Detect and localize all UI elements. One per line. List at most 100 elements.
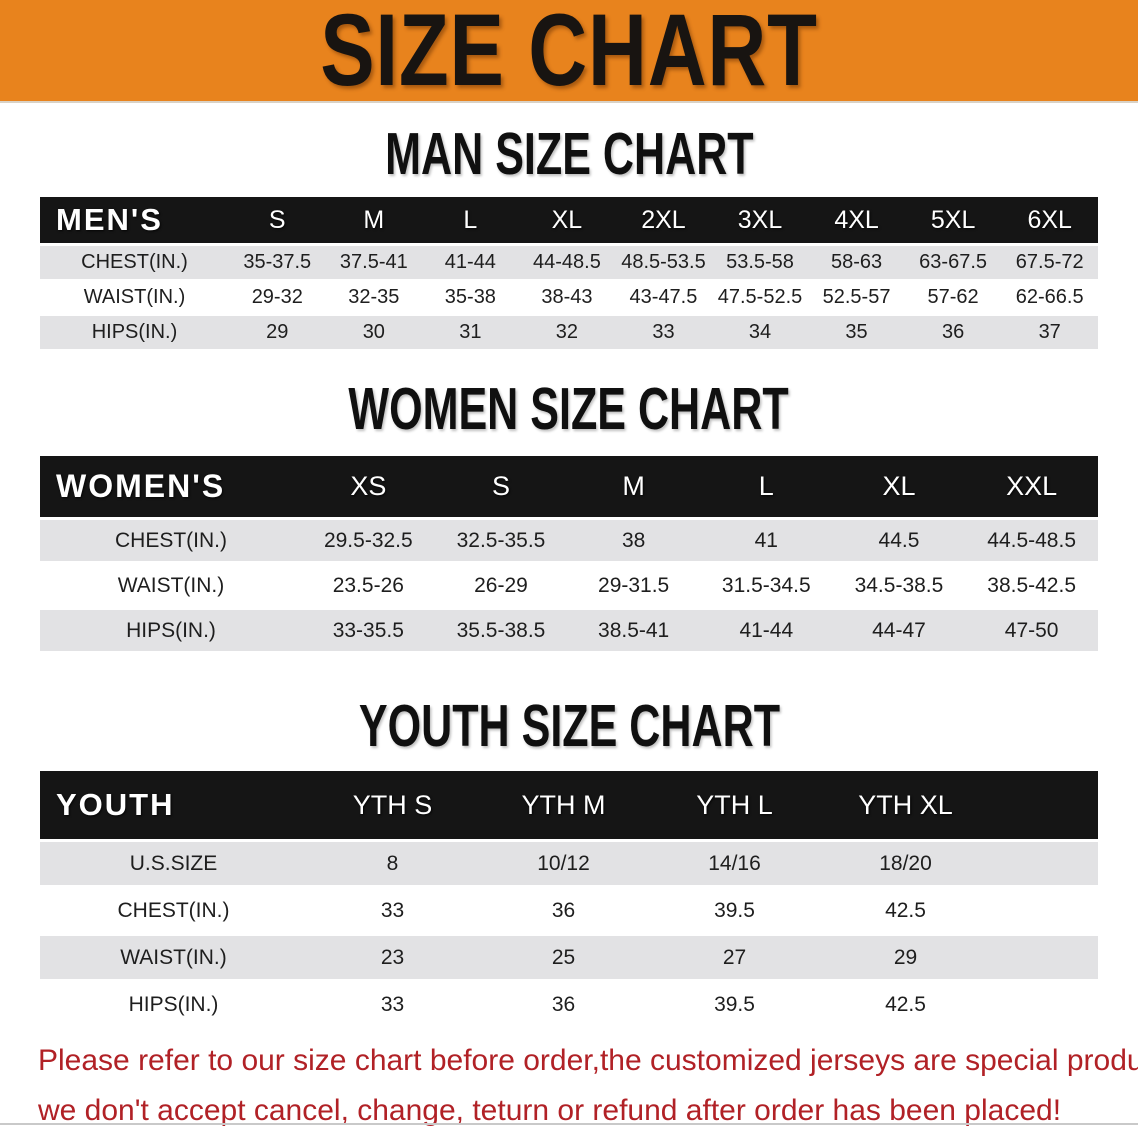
- value-cell: 44.5: [832, 518, 966, 565]
- value-cell: 18/20: [820, 840, 991, 889]
- disclaimer-line-1: Please refer to our size chart before or…: [38, 1044, 1138, 1077]
- value-cell: 29: [820, 934, 991, 983]
- women-section-heading: WOMEN SIZE CHART: [0, 375, 1138, 443]
- size-header-cell: XL: [518, 197, 616, 246]
- spacer-cell: [991, 771, 1098, 842]
- row-label-cell: HIPS(IN.): [40, 608, 302, 655]
- value-cell: 32: [518, 315, 616, 351]
- size-header-cell: YTH M: [478, 771, 649, 842]
- row-label-cell: CHEST(IN.): [40, 244, 229, 281]
- men-size-table: MEN'S S M L XL 2XL 3XL 4XL 5XL 6XL CHEST(IN.) 35-37…: [40, 197, 1098, 351]
- value-cell: 42.5: [820, 981, 991, 1030]
- value-cell: 48.5-53.5: [615, 244, 712, 281]
- value-cell: 33: [615, 315, 712, 351]
- size-header-cell: S: [434, 456, 568, 520]
- size-header-cell: M: [325, 197, 423, 246]
- table-row: CHEST(IN.) 35-37.5 37.5-41 41-44 44-48.5 48.5…: [40, 244, 1098, 281]
- value-cell: 38.5-41: [567, 608, 700, 655]
- value-cell: 25: [478, 934, 649, 983]
- youth-section-heading-text: YOUTH SIZE CHART: [358, 693, 780, 759]
- value-cell: 37: [1001, 315, 1098, 351]
- table-title-cell: WOMEN'S: [40, 456, 302, 520]
- value-cell: 52.5-57: [808, 280, 905, 316]
- row-label-cell: WAIST(IN.): [40, 280, 229, 316]
- value-cell: 33: [307, 887, 478, 936]
- row-label-cell: CHEST(IN.): [40, 518, 302, 565]
- value-cell: 32-35: [325, 280, 423, 316]
- value-cell: 42.5: [820, 887, 991, 936]
- value-cell: 58-63: [808, 244, 905, 281]
- value-cell: 44-47: [832, 608, 966, 655]
- value-cell: 31.5-34.5: [699, 563, 833, 610]
- size-header-cell: L: [422, 197, 519, 246]
- value-cell: 63-67.5: [904, 244, 1002, 281]
- value-cell: 31: [422, 315, 519, 351]
- size-chart-banner: SIZE CHART: [0, 0, 1138, 103]
- table-row: WAIST(IN.) 23 25 27 29: [40, 934, 1098, 983]
- size-header-cell: 3XL: [711, 197, 809, 246]
- man-section-heading: MAN SIZE CHART: [0, 120, 1138, 188]
- size-header-cell: XS: [302, 456, 435, 520]
- value-cell: 8: [307, 840, 478, 889]
- value-cell: 41: [699, 518, 833, 565]
- value-cell: 30: [325, 315, 423, 351]
- size-header-cell: L: [699, 456, 833, 520]
- size-header-cell: YTH S: [307, 771, 478, 842]
- table-row: CHEST(IN.) 29.5-32.5 32.5-35.5 38 41 44.5 44.5…: [40, 518, 1098, 565]
- value-cell: 47.5-52.5: [711, 280, 809, 316]
- value-cell: 33-35.5: [302, 608, 435, 655]
- value-cell: 34: [711, 315, 809, 351]
- value-cell: 67.5-72: [1001, 244, 1098, 281]
- row-label-cell: U.S.SIZE: [40, 840, 307, 889]
- value-cell: 57-62: [904, 280, 1002, 316]
- table-title-cell: MEN'S: [40, 197, 229, 246]
- size-header-cell: S: [229, 197, 326, 246]
- women-section-heading-text: WOMEN SIZE CHART: [348, 376, 790, 442]
- value-cell: 32.5-35.5: [434, 518, 568, 565]
- value-cell: 41-44: [422, 244, 519, 281]
- value-cell: 34.5-38.5: [832, 563, 966, 610]
- man-section-heading-text: MAN SIZE CHART: [384, 121, 754, 187]
- page-title: SIZE CHART: [320, 0, 818, 107]
- row-label-cell: WAIST(IN.): [40, 563, 302, 610]
- value-cell: 29-32: [229, 280, 326, 316]
- value-cell: 37.5-41: [325, 244, 423, 281]
- table-row: U.S.SIZE 8 10/12 14/16 18/20: [40, 840, 1098, 889]
- size-header-cell: XXL: [965, 456, 1098, 520]
- value-cell: 35.5-38.5: [434, 608, 568, 655]
- row-label-cell: HIPS(IN.): [40, 315, 229, 351]
- value-cell: 62-66.5: [1001, 280, 1098, 316]
- size-header-cell: YTH XL: [820, 771, 991, 842]
- youth-size-table: YOUTH YTH S YTH M YTH L YTH XL U.S.SIZE 8 10/12…: [40, 771, 1098, 1030]
- value-cell: 10/12: [478, 840, 649, 889]
- value-cell: 35: [808, 315, 905, 351]
- value-cell: 43-47.5: [615, 280, 712, 316]
- value-cell: 36: [478, 887, 649, 936]
- table-header-row: MEN'S S M L XL 2XL 3XL 4XL 5XL 6XL: [40, 197, 1098, 246]
- size-header-cell: YTH L: [649, 771, 820, 842]
- value-cell: 44.5-48.5: [965, 518, 1098, 565]
- value-cell: 36: [904, 315, 1002, 351]
- size-header-cell: 4XL: [808, 197, 905, 246]
- value-cell: 33: [307, 981, 478, 1030]
- table-row: HIPS(IN.) 29 30 31 32 33 34 35 36 37: [40, 315, 1098, 351]
- value-cell: 27: [649, 934, 820, 983]
- value-cell: 38.5-42.5: [965, 563, 1098, 610]
- disclaimer-text: Please refer to our size chart before or…: [38, 1036, 1138, 1136]
- disclaimer-line-2: we don't accept cancel, change, teturn o…: [38, 1094, 1062, 1127]
- table-header-row: YOUTH YTH S YTH M YTH L YTH XL: [40, 771, 1098, 842]
- bottom-divider: [0, 1123, 1138, 1125]
- size-header-cell: 2XL: [615, 197, 712, 246]
- value-cell: 26-29: [434, 563, 568, 610]
- value-cell: 14/16: [649, 840, 820, 889]
- spacer-cell: [991, 981, 1098, 1030]
- spacer-cell: [991, 840, 1098, 889]
- table-row: WAIST(IN.) 23.5-26 26-29 29-31.5 31.5-34.5 34…: [40, 563, 1098, 610]
- row-label-cell: WAIST(IN.): [40, 934, 307, 983]
- value-cell: 29-31.5: [567, 563, 700, 610]
- size-header-cell: XL: [832, 456, 966, 520]
- value-cell: 53.5-58: [711, 244, 809, 281]
- table-row: HIPS(IN.) 33 36 39.5 42.5: [40, 981, 1098, 1030]
- size-header-cell: M: [567, 456, 700, 520]
- value-cell: 39.5: [649, 887, 820, 936]
